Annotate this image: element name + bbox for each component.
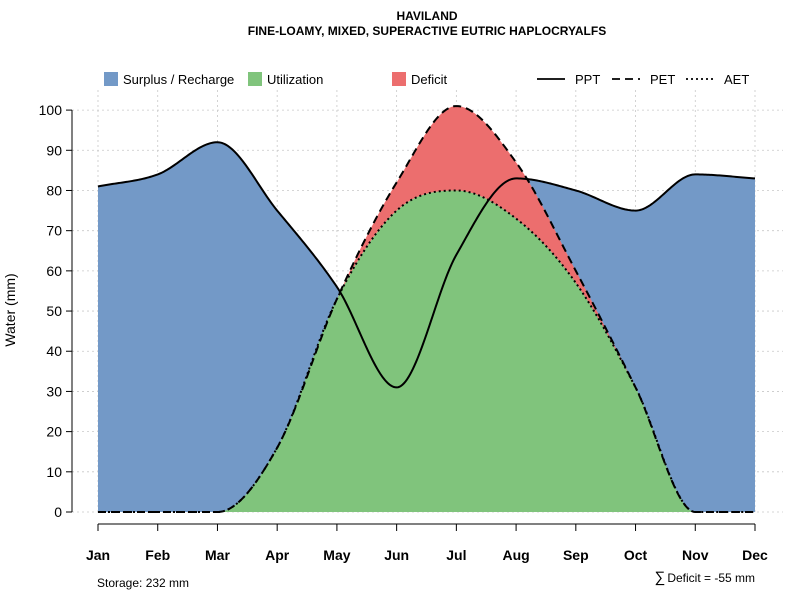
y-tick-label: 100 [39, 102, 63, 118]
x-tick-label-apr: Apr [265, 547, 290, 563]
legend-label-surplus: Surplus / Recharge [123, 72, 234, 87]
x-tick-label-may: May [323, 547, 350, 563]
deficit-area [98, 106, 755, 512]
storage-note: Storage: 232 mm [97, 576, 189, 590]
y-axis-ticks: 0 10 20 30 40 50 60 70 80 90 100 [39, 102, 72, 520]
y-tick-label: 50 [46, 303, 62, 319]
x-tick-label-oct: Oct [624, 547, 648, 563]
y-tick-label: 60 [46, 263, 62, 279]
series-lines [97, 105, 756, 513]
legend-label-deficit: Deficit [411, 72, 448, 87]
y-axis-title: Water (mm) [2, 273, 18, 346]
x-tick-label-aug: Aug [502, 547, 529, 563]
x-tick-label-sep: Sep [563, 547, 589, 563]
x-tick-label-mar: Mar [205, 547, 230, 563]
sum-icon: ∑ [655, 569, 666, 586]
y-tick-label: 30 [46, 383, 62, 399]
x-axis-ticks: Jan Feb Mar Apr May Jun Jul Aug Sep Oct Nov Dec [86, 524, 768, 563]
x-tick-label-dec: Dec [742, 547, 768, 563]
legend-label-aet: AET [724, 72, 749, 87]
x-tick-label-jul: Jul [446, 547, 466, 563]
y-tick-label: 90 [46, 142, 62, 158]
x-tick-label-jan: Jan [86, 547, 110, 563]
legend-label-ppt: PPT [575, 72, 600, 87]
y-tick-label: 80 [46, 182, 62, 198]
x-tick-label-feb: Feb [145, 547, 170, 563]
legend-swatch-utilization [248, 72, 262, 86]
legend-label-pet: PET [650, 72, 675, 87]
plot-areas [98, 106, 755, 513]
y-tick-label: 20 [46, 424, 62, 440]
chart-title: HAVILAND [396, 9, 457, 23]
series-line-ppt [97, 141, 756, 389]
deficit-note: ∑ Deficit = -55 mm [655, 569, 755, 586]
y-tick-label: 10 [46, 464, 62, 480]
utilization-area [98, 190, 755, 513]
legend-swatch-deficit [392, 72, 406, 86]
x-tick-label-jun: Jun [384, 547, 409, 563]
deficit-note-text: Deficit = -55 mm [667, 571, 755, 585]
chart-subtitle: FINE-LOAMY, MIXED, SUPERACTIVE EUTRIC HA… [248, 24, 606, 38]
x-tick-label-nov: Nov [682, 547, 709, 563]
legend-swatch-surplus [104, 72, 118, 86]
y-tick-label: 70 [46, 223, 62, 239]
legend: Surplus / Recharge Utilization Deficit P… [104, 72, 749, 87]
y-tick-label: 0 [54, 504, 62, 520]
legend-label-utilization: Utilization [267, 72, 323, 87]
y-tick-label: 40 [46, 343, 62, 359]
series-line-pet [98, 105, 755, 513]
